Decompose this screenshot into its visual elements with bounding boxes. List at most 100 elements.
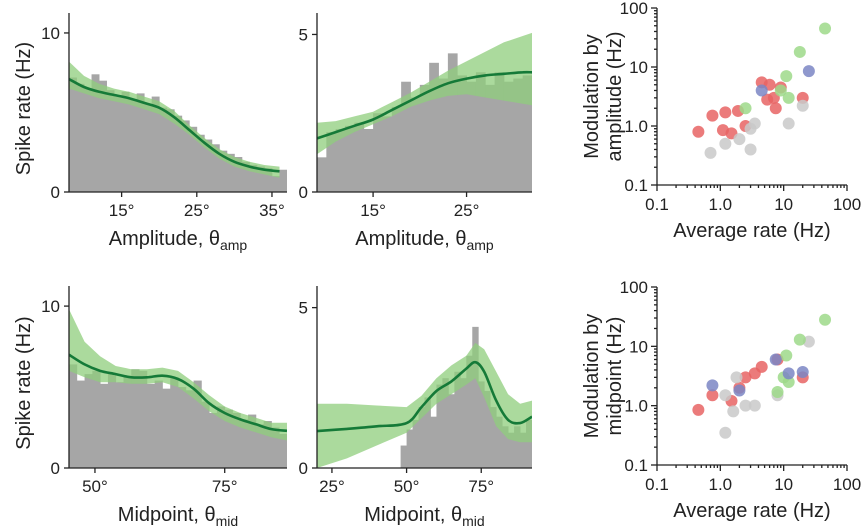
histogram-bar [412, 419, 419, 468]
scatter-point-gray [796, 99, 809, 112]
histogram-bar [419, 84, 430, 192]
histogram-bar [159, 107, 168, 192]
scatter-point-gray [744, 143, 757, 156]
histogram-bar [448, 394, 455, 468]
histogram-bar [248, 414, 257, 468]
histogram-bar [447, 53, 458, 192]
scatter-point-gray [704, 146, 717, 159]
histogram-bar [216, 406, 226, 468]
x-tick-label: 100 [833, 195, 861, 214]
histogram-bar [279, 434, 287, 468]
y-tick-label: 0 [51, 183, 60, 202]
histogram-bar [211, 144, 220, 192]
histogram-bar [121, 91, 130, 192]
histogram-bar [466, 81, 477, 192]
histogram-bar [373, 113, 383, 192]
histogram-bar [508, 432, 515, 468]
scatter-point-green [793, 333, 806, 346]
scatter-point-blue [769, 353, 782, 366]
histogram-bar [84, 374, 93, 468]
y-tick-label: 10 [629, 337, 648, 356]
histogram-bar [154, 380, 163, 468]
x-tick-label: 25° [319, 477, 345, 496]
x-axis-label: Average rate (Hz) [673, 500, 830, 522]
histogram-bar [436, 384, 443, 468]
scatter-point-gray [748, 399, 761, 412]
histogram-bar [255, 424, 265, 468]
plot-area [69, 309, 287, 468]
histogram-bar [335, 128, 346, 192]
x-tick-label: 15° [360, 201, 386, 220]
y-tick-label: 0.1 [624, 176, 648, 195]
histogram-bar [256, 166, 265, 192]
x-axis-label: Amplitude, θamp [355, 228, 494, 253]
scatter-point-blue [706, 379, 719, 392]
scatter-point-green [819, 22, 832, 35]
histogram-bar [99, 80, 107, 192]
scatter-point-green [780, 349, 793, 362]
histogram-bar [503, 81, 514, 192]
histogram-bar [166, 109, 175, 192]
y-tick-label: 10 [41, 24, 60, 43]
scatter-point-red [692, 403, 705, 416]
scatter-point-red [692, 125, 705, 138]
histogram-bar [226, 153, 235, 192]
histogram-bar [114, 94, 123, 192]
histogram-bar [271, 176, 280, 192]
scatter-point-gray [748, 117, 761, 130]
y-tick-label: 100 [620, 278, 648, 297]
histogram-bar [526, 419, 532, 468]
scatter-point-green [782, 376, 795, 389]
histogram-bar [317, 157, 327, 192]
scatter-point-green [793, 45, 806, 58]
panel-amp-left: 15° 25° 35° 0 10 Amplitude, θamp Spike rate (H… [13, 13, 287, 253]
histogram-bar [466, 355, 473, 468]
histogram-bar [107, 374, 117, 468]
histogram-bar [69, 364, 78, 468]
y-axis-label: Spike rate (Hz) [13, 316, 35, 449]
histogram-bar [429, 62, 439, 192]
histogram-bar [181, 120, 190, 192]
histogram-bar [363, 128, 374, 192]
histogram-bar [146, 383, 156, 468]
x-tick-label: 75° [468, 477, 494, 496]
histogram-bar [401, 81, 411, 192]
panel-mid-right: 25° 50° 75° 0 5 Midpoint, θmid [299, 286, 532, 527]
scatter-point-green [819, 313, 832, 326]
scatter-point-blue [733, 384, 746, 397]
scatter-point-red [755, 360, 768, 373]
histogram-bar [201, 401, 210, 468]
scatter-point-blue [782, 367, 795, 380]
histogram-bar [263, 421, 272, 468]
histogram-bar [232, 412, 241, 468]
scatter-point-green [780, 70, 793, 83]
y-axis-label-line2: amplitude (Hz) [604, 31, 626, 161]
plot-area [69, 61, 287, 192]
histogram-bar [144, 104, 153, 192]
x-axis-label-main: Midpoint, θ [118, 504, 216, 526]
histogram-bar [520, 432, 527, 468]
x-tick-label: 35° [259, 201, 285, 220]
histogram-bar [240, 419, 249, 468]
x-axis-label: Amplitude, θamp [109, 228, 248, 253]
histogram-bar [457, 75, 467, 192]
scatter-point-red [706, 109, 719, 122]
histogram-bar [484, 391, 491, 468]
scatter-point-red [769, 102, 782, 115]
histogram-bar [189, 126, 198, 192]
histogram-bar [219, 150, 228, 192]
scatter-point-gray [802, 335, 815, 348]
x-axis-label: Midpoint, θmid [118, 504, 238, 527]
histogram-bar [513, 78, 524, 192]
y-tick-label: 0.1 [624, 456, 648, 475]
y-axis-label: Spike rate (Hz) [13, 42, 35, 175]
histogram-bar [345, 125, 355, 192]
histogram-bar [522, 75, 532, 192]
x-axis-label-subscript: mid [462, 513, 485, 527]
y-axis-label-line1: Modulation by [581, 34, 603, 159]
confidence-band [69, 309, 287, 441]
histogram-bar [151, 96, 160, 192]
scatter-point-gray [719, 426, 732, 439]
histogram-bar [391, 106, 402, 192]
